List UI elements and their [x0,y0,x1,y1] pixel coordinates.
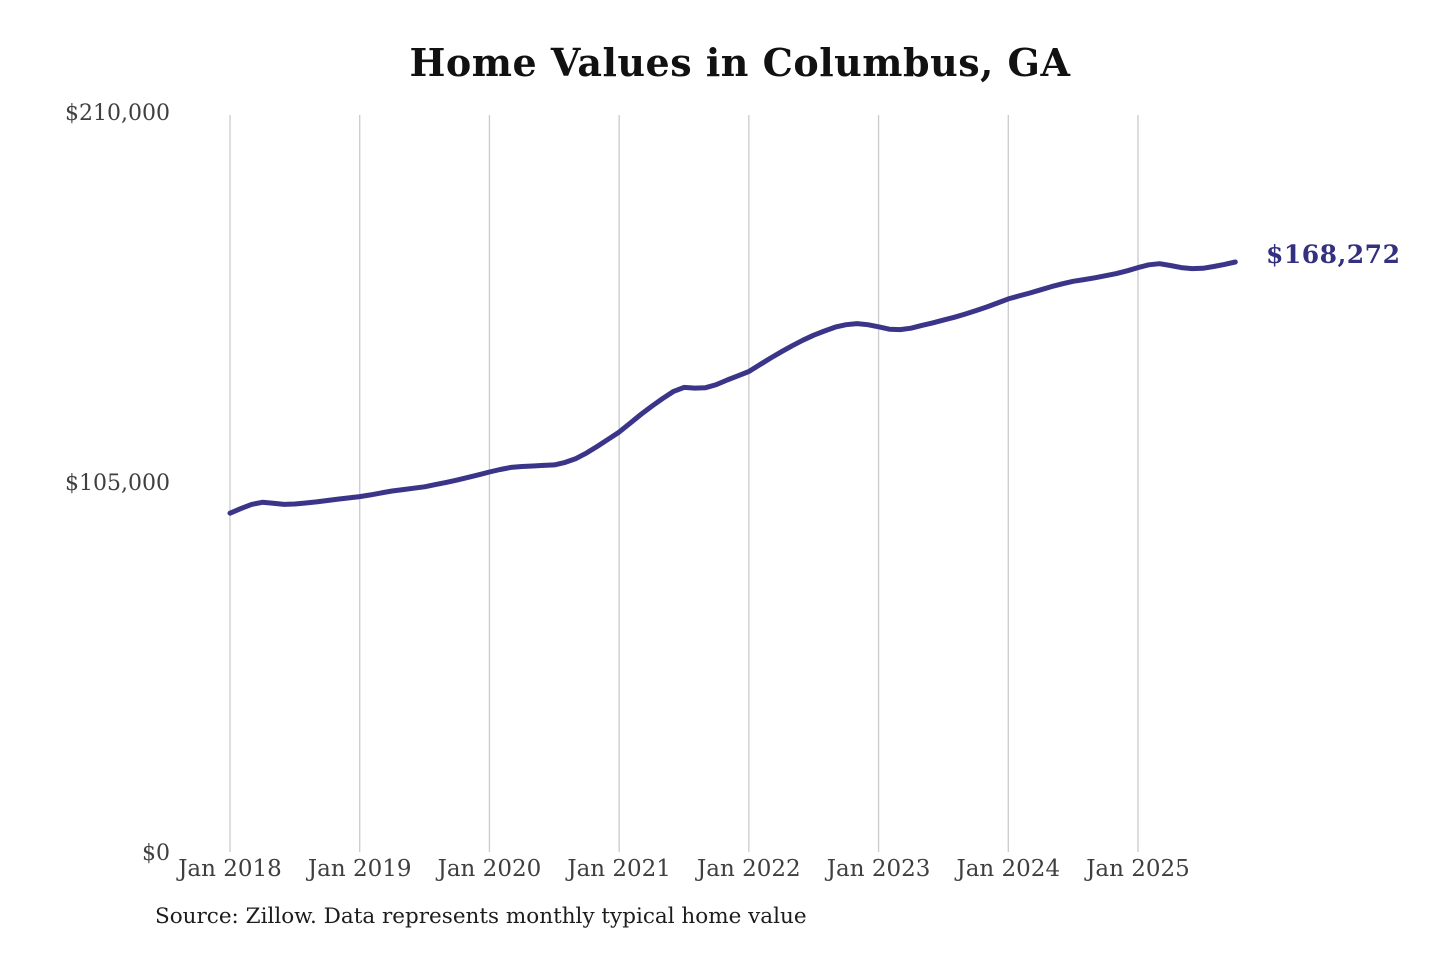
y-axis-tick-105000: $105,000 [65,471,170,496]
x-axis-tick-jan-2025: Jan 2025 [1086,856,1190,882]
x-axis-tick-jan-2023: Jan 2023 [826,856,931,882]
x-axis-tick-jan-2020: Jan 2020 [437,856,542,882]
latest-value-label: $168,272 [1266,240,1401,269]
y-axis-tick-210000: $210,000 [65,101,170,126]
home-value-line [227,259,1238,516]
y-axis-tick-0: $0 [142,841,170,866]
x-axis-tick-jan-2024: Jan 2024 [956,856,1061,882]
source-note: Source: Zillow. Data represents monthly … [155,904,807,929]
x-axis-tick-jan-2021: Jan 2021 [567,856,671,882]
x-axis-tick-jan-2018: Jan 2018 [178,856,282,882]
chart-title: Home Values in Columbus, GA [409,40,1071,85]
x-axis-tick-jan-2022: Jan 2022 [697,856,801,882]
x-axis-tick-jan-2019: Jan 2019 [307,856,412,882]
